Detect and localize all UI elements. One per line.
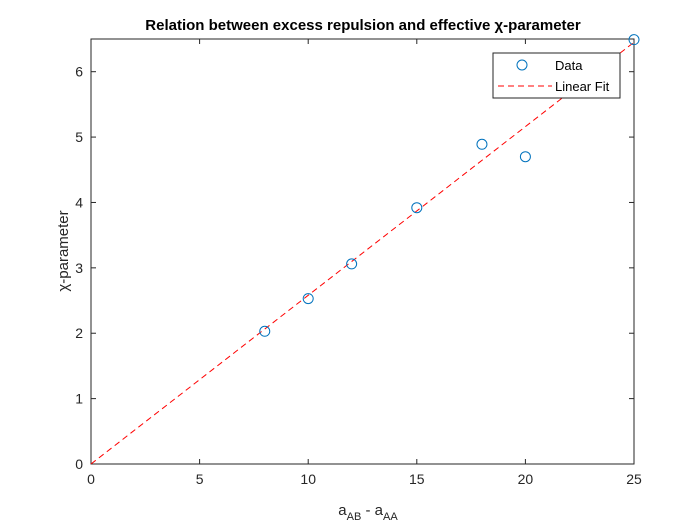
legend: Data Linear Fit [492,52,621,99]
y-tick-label: 5 [75,129,83,145]
x-tick-label: 15 [409,471,425,487]
y-tick-label: 6 [75,64,83,80]
x-tick-label: 5 [196,471,204,487]
data-point [346,258,358,270]
x-tick-label: 20 [518,471,534,487]
x-tick-label: 0 [87,471,95,487]
x-axis-label: aAB - aAA [338,502,398,523]
y-tick-label: 4 [75,194,83,210]
legend-label-linear-fit: Linear Fit [555,79,610,94]
y-tick-label: 1 [75,391,83,407]
data-point [259,325,271,337]
data-point [302,293,314,305]
x-axis: 0 5 10 15 20 25 [87,39,642,487]
y-tick-label: 0 [75,456,83,472]
data-point [476,138,488,150]
linear-fit-line [90,41,635,465]
y-tick-label: 3 [75,260,83,276]
legend-marker-data [516,59,528,71]
data-point [628,34,640,46]
y-axis: 0 1 2 3 4 5 6 [75,64,634,472]
series-layer [90,34,640,465]
legend-box [492,52,621,99]
x-axis-label-main: a [338,502,347,519]
chart-title: Relation between excess repulsion and ef… [145,17,581,34]
x-axis-label-sub2: AA [383,511,398,523]
y-axis-label: χ-parameter [55,210,72,291]
data-point [411,202,423,214]
x-axis-label-sub1: AB [347,511,362,523]
x-axis-label-sep: - a [361,502,383,519]
x-tick-label: 10 [300,471,316,487]
y-tick-label: 2 [75,325,83,341]
data-point [519,151,531,163]
legend-label-data: Data [555,58,583,73]
x-tick-label: 25 [626,471,642,487]
